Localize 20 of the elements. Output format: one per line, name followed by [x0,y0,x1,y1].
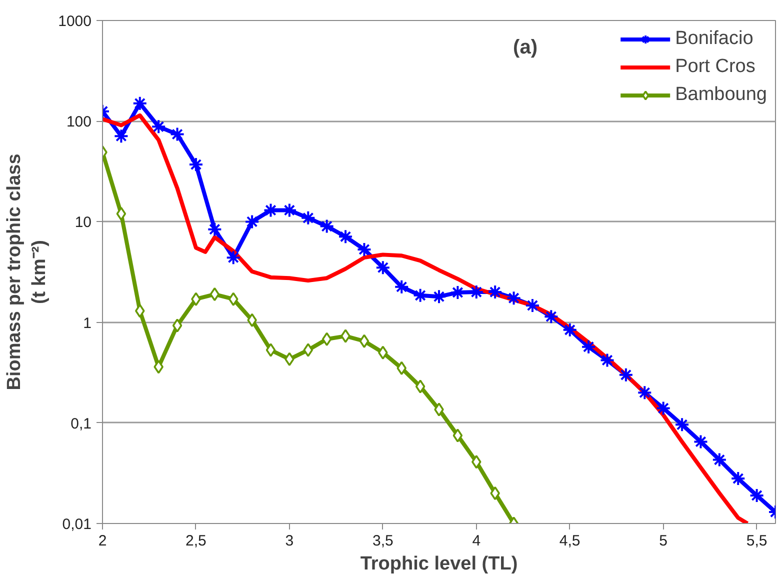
x-tick-label: 2,5 [186,532,206,550]
legend-label: Bamboung [675,84,767,106]
x-axis-title: Trophic level (TL) [360,554,518,574]
y-tick-label: 100 [66,114,92,131]
x-tick-label: 3 [285,532,294,550]
y-tick-label: 0,1 [70,415,92,432]
x-tick-label: 3,5 [372,532,394,550]
x-tick-label: 5 [659,532,668,550]
legend-label: Port Cros [675,56,756,78]
x-tick-label: 5,5 [746,532,768,550]
x-tick-label: 4,5 [559,532,580,550]
y-tick-label: 10 [74,214,92,232]
y-axis-title: Biomass per trophic class (t km⁻²) [4,154,50,390]
y-tick-label: 1000 [58,13,92,30]
x-tick-label: 2 [98,532,107,550]
x-tick-label: 4 [472,532,481,550]
y-tick-label: 0,01 [62,516,92,533]
legend-label: Bonifacio [675,28,754,50]
annotation: (a) [513,36,538,58]
y-tick-label: 1 [83,314,92,332]
